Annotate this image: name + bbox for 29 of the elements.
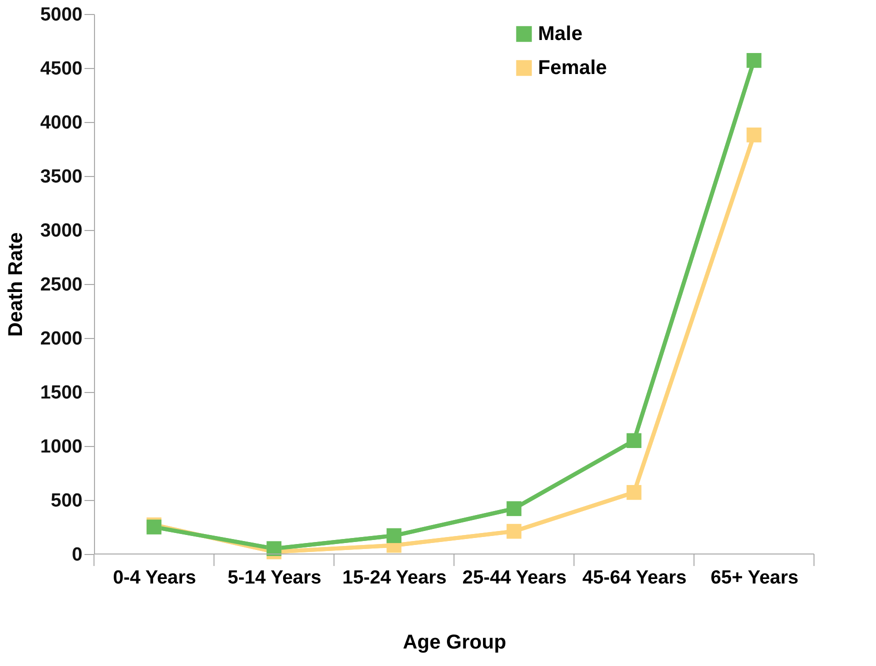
y-tick-label: 5000 [40,4,82,26]
x-tick-label: 15-24 Years [342,568,447,588]
point [626,485,642,500]
y-tick-label: 3000 [40,220,82,242]
y-axis-title: Death Rate [5,232,28,337]
point [626,433,642,448]
point [506,524,522,539]
x-tick-label: 45-64 Years [582,568,687,588]
y-tick-label: 2500 [40,274,82,296]
x-tick-label: 65+ Years [710,568,798,588]
point [746,53,762,68]
y-tick-label: 500 [50,490,82,512]
x-tick-label: 5-14 Years [228,568,322,588]
y-tick-label: 1000 [40,436,82,458]
y-tick-label: 4500 [40,58,82,80]
x-tick-label: 25-44 Years [462,568,567,588]
x-axis-title: Age Group [402,632,506,654]
point [746,128,762,142]
legend-label: Male [538,23,582,45]
y-tick-label: 3500 [40,166,82,188]
y-tick-label: 1500 [40,382,82,404]
x-tick-label: 0-4 Years [112,568,196,588]
y-tick-label: 0 [72,544,82,566]
point [386,528,402,544]
legend-label: Female [538,57,607,79]
point [506,501,522,516]
y-tick-label: 4000 [40,112,82,134]
y-tick-label: 2000 [40,328,82,350]
point [266,541,282,556]
